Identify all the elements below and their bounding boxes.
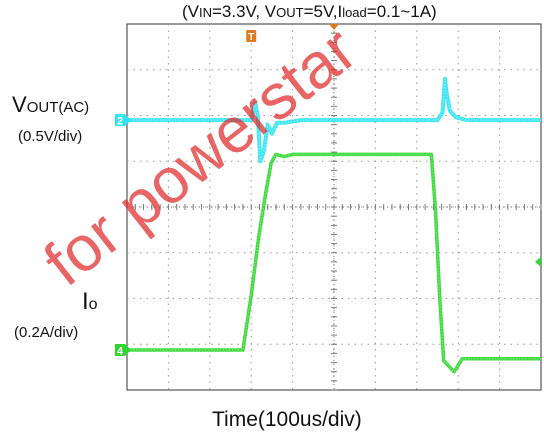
io-series-label: Io (82, 288, 98, 315)
trigger-position-marker (329, 24, 339, 30)
vout-trace-noise (127, 78, 541, 162)
trigger-marker-label: T (248, 32, 254, 43)
io-channel-marker (115, 343, 131, 356)
io-scale-label: (0.2A/div) (14, 324, 79, 341)
vout-channel-marker (115, 114, 131, 127)
chart-title: (VIN=3.3V, VOUT=5V,Iload=0.1~1A) (182, 2, 437, 21)
x-axis-label: Time(100us/div) (212, 408, 362, 431)
vout-channel-marker-label: 2 (117, 116, 123, 128)
trigger-marker (246, 30, 257, 42)
io-level-marker (535, 256, 541, 267)
vout-scale-label: (0.5V/div) (18, 128, 83, 145)
io-trace (127, 152, 541, 374)
io-channel-marker-label: 4 (117, 345, 124, 357)
vout-series-label: VOUT(AC) (12, 92, 90, 117)
